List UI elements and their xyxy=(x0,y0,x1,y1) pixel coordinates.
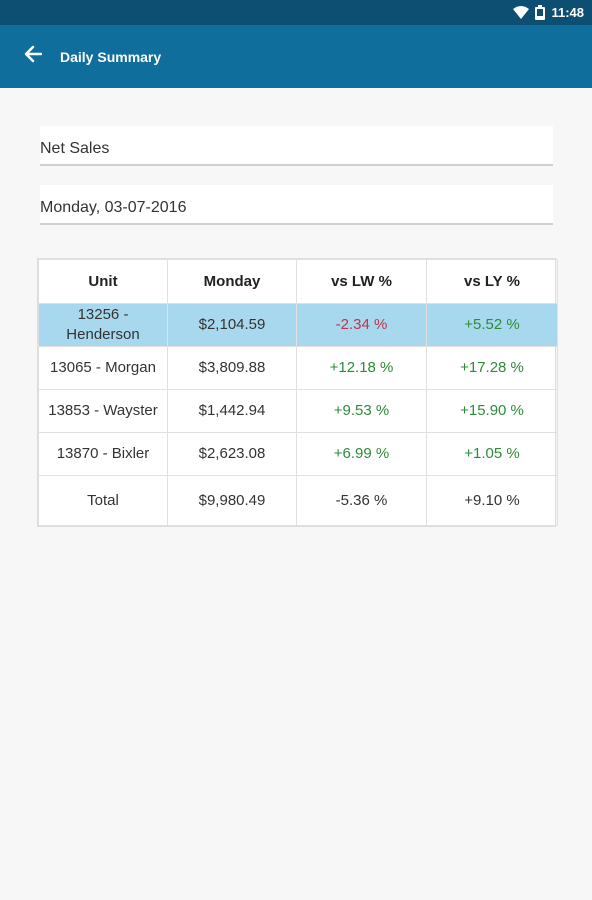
total-monday: $9,980.49 xyxy=(167,475,297,526)
wifi-icon xyxy=(513,6,530,19)
header-monday[interactable]: Monday xyxy=(167,259,297,304)
table-row[interactable]: 13853 - Wayster $1,442.94 +9.53 % +15.90… xyxy=(38,389,558,433)
app-bar: Daily Summary xyxy=(0,25,592,88)
cell-vs-lw: -2.34 % xyxy=(296,303,427,347)
cell-vs-ly: +17.28 % xyxy=(426,346,558,390)
back-button[interactable] xyxy=(19,43,47,71)
total-vs-ly: +9.10 % xyxy=(426,475,558,526)
header-unit[interactable]: Unit xyxy=(38,259,168,304)
cell-vs-ly: +15.90 % xyxy=(426,389,558,433)
cell-vs-lw: +6.99 % xyxy=(296,432,427,476)
cell-vs-ly: +1.05 % xyxy=(426,432,558,476)
arrow-left-icon xyxy=(24,45,43,68)
cell-unit: 13870 - Bixler xyxy=(38,432,168,476)
cell-vs-ly: +5.52 % xyxy=(426,303,558,347)
total-row: Total $9,980.49 -5.36 % +9.10 % xyxy=(38,475,558,526)
table-row[interactable]: 13870 - Bixler $2,623.08 +6.99 % +1.05 % xyxy=(38,432,558,476)
cell-unit: 13853 - Wayster xyxy=(38,389,168,433)
cell-monday: $2,623.08 xyxy=(167,432,297,476)
cell-unit: 13065 - Morgan xyxy=(38,346,168,390)
cell-unit: 13256 - Henderson xyxy=(38,303,168,347)
status-bar: 11:48 xyxy=(0,0,592,25)
header-vs-ly[interactable]: vs LY % xyxy=(426,259,558,304)
total-label: Total xyxy=(38,475,168,526)
cell-monday: $2,104.59 xyxy=(167,303,297,347)
metric-selector[interactable]: Net Sales xyxy=(40,126,553,166)
table-row[interactable]: 13256 - Henderson $2,104.59 -2.34 % +5.5… xyxy=(38,303,558,347)
date-selector[interactable]: Monday, 03-07-2016 xyxy=(40,185,553,225)
status-time: 11:48 xyxy=(551,5,584,20)
total-vs-lw: -5.36 % xyxy=(296,475,427,526)
page-title: Daily Summary xyxy=(60,48,162,65)
cell-monday: $1,442.94 xyxy=(167,389,297,433)
summary-table: Unit Monday vs LW % vs LY % 13256 - Hend… xyxy=(37,258,558,527)
cell-monday: $3,809.88 xyxy=(167,346,297,390)
cell-vs-lw: +9.53 % xyxy=(296,389,427,433)
cell-vs-lw: +12.18 % xyxy=(296,346,427,390)
header-vs-lw[interactable]: vs LW % xyxy=(296,259,427,304)
table-header-row: Unit Monday vs LW % vs LY % xyxy=(38,259,558,304)
table-row[interactable]: 13065 - Morgan $3,809.88 +12.18 % +17.28… xyxy=(38,346,558,390)
battery-icon xyxy=(535,5,546,20)
